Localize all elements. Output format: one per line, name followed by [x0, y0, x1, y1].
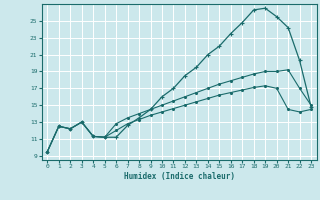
X-axis label: Humidex (Indice chaleur): Humidex (Indice chaleur) — [124, 172, 235, 181]
